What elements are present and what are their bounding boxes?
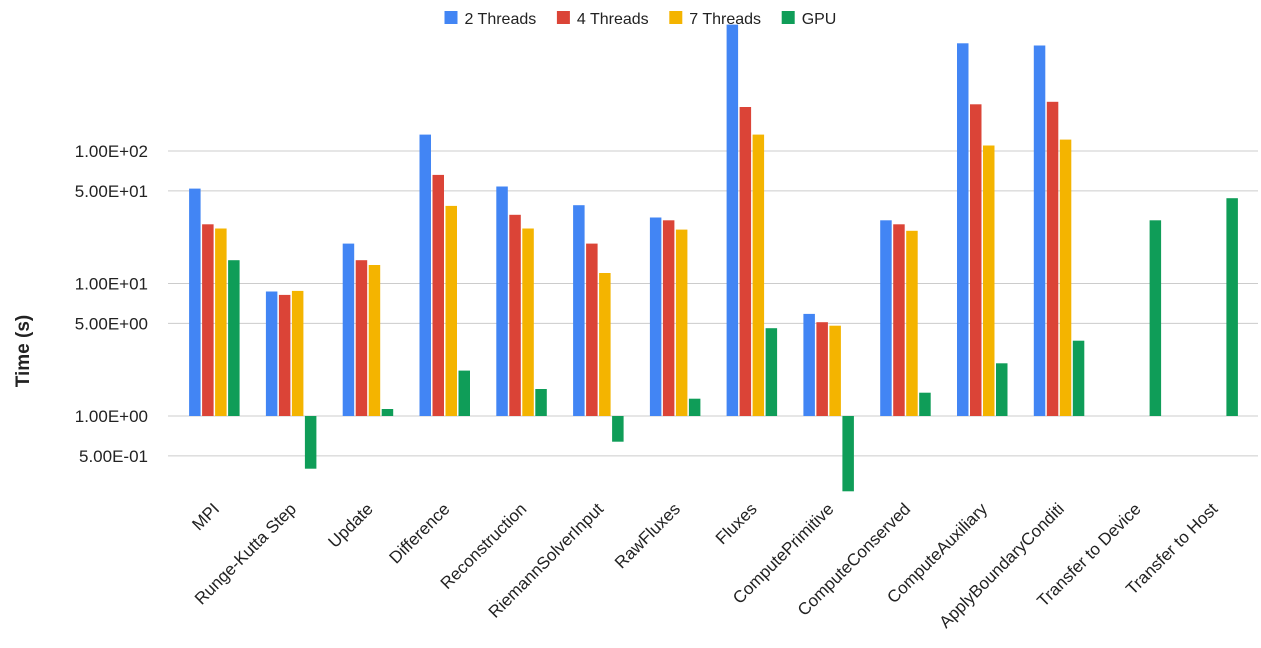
bar-4-threads <box>816 322 828 416</box>
bar-gpu <box>919 392 931 416</box>
legend: 2 Threads 4 Threads 7 Threads GPU <box>444 11 837 28</box>
gridlines <box>168 150 1258 457</box>
y-tick-label: 5.00E+00 <box>75 314 148 333</box>
bar-gpu <box>1072 340 1085 416</box>
bar-2-threads <box>726 24 739 416</box>
x-tick-label: Update <box>325 499 377 551</box>
bar-4-threads <box>586 243 598 416</box>
bar-gpu <box>765 328 778 416</box>
legend-label: GPU <box>802 11 837 28</box>
bar-2-threads <box>803 313 815 416</box>
bar-4-threads <box>202 224 214 416</box>
legend-swatch <box>444 11 458 24</box>
bar-gpu <box>535 389 547 416</box>
y-axis-title: Time (s) <box>13 315 34 388</box>
bar-7-threads <box>829 325 841 416</box>
legend-label: 2 Threads <box>465 11 537 28</box>
bar-4-threads <box>662 220 675 416</box>
bar-2-threads <box>573 205 585 416</box>
legend-swatch <box>556 11 570 24</box>
bar-7-threads <box>368 265 381 416</box>
bar-7-threads <box>445 205 457 416</box>
bar-2-threads <box>265 291 278 416</box>
legend-label: 4 Threads <box>577 11 649 28</box>
bar-2-threads <box>496 186 508 416</box>
bar-7-threads <box>599 273 611 416</box>
bar-7-threads <box>522 228 534 416</box>
bars <box>189 24 1238 492</box>
bar-2-threads <box>957 43 969 417</box>
bar-4-threads <box>509 214 521 416</box>
x-tick-label: MPI <box>188 499 223 534</box>
x-tick-label: RawFluxes <box>611 499 684 572</box>
bar-gpu <box>228 260 240 416</box>
bar-gpu <box>612 416 624 442</box>
bar-2-threads <box>342 243 355 416</box>
bar-2-threads <box>419 134 431 416</box>
y-tick-label: 5.00E-01 <box>79 447 148 466</box>
bar-4-threads <box>355 260 368 416</box>
bar-4-threads <box>739 107 752 416</box>
bar-gpu <box>842 416 854 492</box>
x-tick-label: ApplyBoundaryConditi <box>935 499 1067 631</box>
bar-2-threads <box>1033 45 1046 416</box>
bar-2-threads <box>649 217 662 416</box>
bar-7-threads <box>906 230 918 416</box>
bar-2-threads <box>189 188 201 416</box>
bar-gpu <box>1149 220 1162 416</box>
legend-label: 7 Threads <box>689 11 761 28</box>
x-tick-label: Fluxes <box>712 499 761 548</box>
y-axis-ticks: 5.00E-01 1.00E+00 5.00E+00 1.00E+01 5.00E+01… <box>75 142 148 466</box>
bar-gpu <box>304 416 317 469</box>
y-tick-label: 1.00E+02 <box>75 142 148 161</box>
bar-gpu <box>996 363 1008 416</box>
bar-7-threads <box>1059 139 1072 416</box>
y-tick-label: 5.00E+01 <box>75 182 148 201</box>
bar-gpu <box>688 398 701 416</box>
bar-gpu <box>458 370 470 416</box>
bar-7-threads <box>983 145 995 416</box>
legend-swatch <box>669 11 683 24</box>
bar-7-threads <box>291 290 304 416</box>
bar-7-threads <box>675 229 688 416</box>
bar-gpu <box>381 409 394 416</box>
bar-4-threads <box>278 294 291 416</box>
y-tick-label: 1.00E+01 <box>75 275 148 294</box>
x-tick-label: Difference <box>386 499 454 567</box>
bar-7-threads <box>215 228 227 416</box>
bar-gpu <box>1226 198 1238 416</box>
bar-2-threads <box>880 220 892 416</box>
bar-7-threads <box>752 134 765 416</box>
bar-4-threads <box>432 174 444 416</box>
legend-swatch <box>781 11 795 24</box>
y-tick-label: 1.00E+00 <box>75 407 148 426</box>
bar-4-threads <box>893 224 905 416</box>
bar-4-threads <box>1046 101 1059 417</box>
bar-4-threads <box>970 104 982 417</box>
